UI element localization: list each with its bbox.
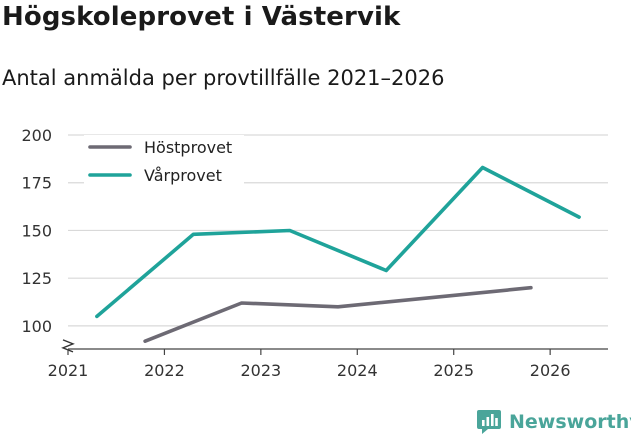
- legend-label: Höstprovet: [144, 138, 232, 157]
- y-tick-label: 175: [21, 174, 52, 193]
- axis-layer: 200 175 150 125 100 2021 2022 2023 2024 2025 2026: [21, 126, 608, 380]
- y-tick-label: 100: [21, 317, 52, 336]
- chart-title: Högskoleprovet i Västervik: [2, 2, 401, 32]
- series-layer: [95, 165, 581, 344]
- newsworthy-logo-icon: [477, 410, 501, 434]
- x-tick-label: 2024: [337, 361, 378, 380]
- series-line-hostprovet: [143, 285, 533, 344]
- x-tick-label: 2023: [240, 361, 281, 380]
- chart-subtitle: Antal anmälda per provtillfälle 2021–202…: [2, 66, 445, 90]
- series-line-varprovet: [95, 165, 581, 319]
- legend: Höstprovet Vårprovet: [84, 135, 244, 189]
- x-tick-label: 2026: [530, 361, 571, 380]
- brand-logo: Newsworthy: [476, 406, 631, 438]
- legend-label: Vårprovet: [144, 166, 222, 185]
- y-tick-label: 200: [21, 126, 52, 145]
- brand-name: Newsworthy: [509, 411, 631, 433]
- x-tick-label: 2025: [433, 361, 474, 380]
- y-tick-label: 150: [21, 221, 52, 240]
- x-tick-label: 2022: [144, 361, 185, 380]
- x-tick-label: 2021: [48, 361, 89, 380]
- y-tick-label: 125: [21, 269, 52, 288]
